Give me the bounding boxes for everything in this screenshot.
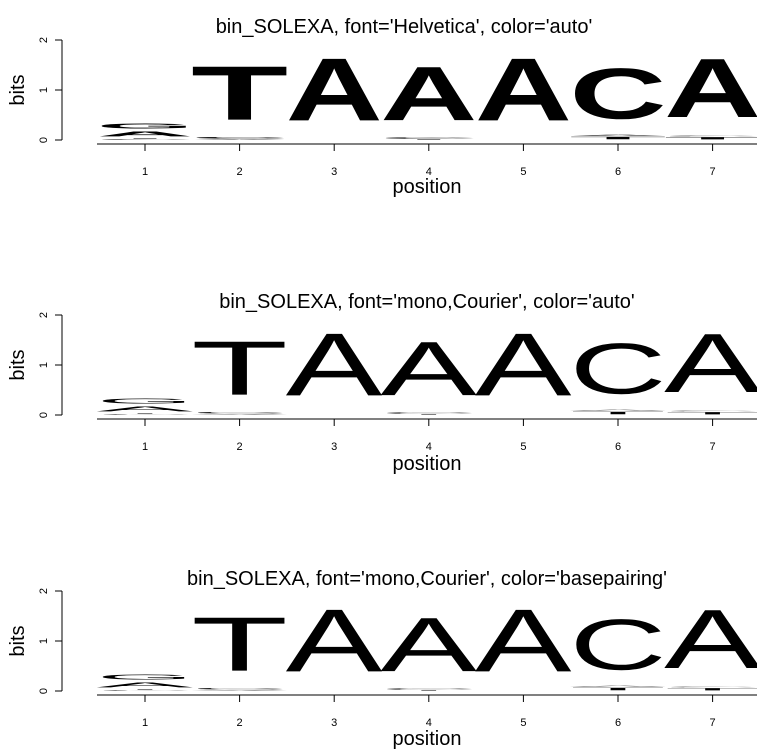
logo-letter-C: C bbox=[664, 687, 757, 688]
x-tick-label: 4 bbox=[426, 441, 432, 453]
x-tick-label: 1 bbox=[142, 166, 148, 178]
x-tick-label: 2 bbox=[237, 166, 243, 178]
logo-letter-C: C bbox=[97, 139, 194, 140]
logo-letter-A: A bbox=[570, 685, 668, 687]
logo-letter-A: A bbox=[97, 681, 194, 689]
logo-letter-C: C bbox=[191, 137, 288, 139]
x-tick-label: 7 bbox=[710, 166, 716, 178]
logo-letter-A: A bbox=[570, 409, 668, 411]
logo-letter-T: T bbox=[380, 414, 477, 415]
y-tick-label: 1 bbox=[38, 638, 50, 644]
y-tick-label: 0 bbox=[38, 137, 50, 143]
logo-letter-A: A bbox=[191, 139, 288, 140]
logo-letter-A: A bbox=[97, 405, 194, 413]
y-tick-label: 2 bbox=[38, 312, 50, 318]
logo-letter-T: T bbox=[664, 687, 757, 691]
logo-letter-C: C bbox=[191, 688, 288, 690]
logo-letter-A: A bbox=[664, 317, 757, 411]
logo-letter-A: A bbox=[475, 315, 572, 414]
x-tick-label: 1 bbox=[142, 441, 148, 453]
logo-letter-T: T bbox=[191, 326, 288, 412]
logo-letter-C: C bbox=[570, 53, 667, 134]
logo-letter-A: A bbox=[380, 51, 477, 137]
x-tick-label: 3 bbox=[331, 166, 337, 178]
logo-letter-C: C bbox=[664, 411, 757, 412]
logo-letter-A: A bbox=[97, 130, 194, 138]
x-tick-label: 6 bbox=[615, 717, 621, 729]
x-tick-label: 6 bbox=[615, 166, 621, 178]
logo-letter-A: A bbox=[380, 602, 477, 688]
logo-letter-A: A bbox=[286, 315, 383, 414]
y-axis-label: bits bbox=[7, 349, 29, 380]
logo-letter-C: C bbox=[570, 604, 667, 685]
logo-letter-G: G bbox=[97, 673, 194, 681]
x-tick-label: 2 bbox=[237, 441, 243, 453]
logo-panel-3: bin_SOLEXA, font='mono,Courier', color='… bbox=[7, 568, 757, 750]
logo-letter-G: G bbox=[97, 122, 194, 130]
panel-title: bin_SOLEXA, font='mono,Courier', color='… bbox=[219, 291, 635, 313]
logo-letter-C: C bbox=[664, 136, 757, 137]
logo-letter-T: T bbox=[570, 687, 667, 691]
logo-letter-A: A bbox=[664, 593, 757, 687]
x-tick-label: 4 bbox=[426, 717, 432, 729]
x-tick-label: 4 bbox=[426, 166, 432, 178]
logo-letter-G: G bbox=[97, 397, 194, 405]
logo-letter-A: A bbox=[286, 591, 383, 690]
logo-letter-C: C bbox=[380, 137, 477, 139]
logo-letter-T: T bbox=[191, 602, 288, 688]
logo-letter-T: T bbox=[97, 413, 194, 414]
y-tick-label: 2 bbox=[38, 588, 50, 594]
x-tick-label: 6 bbox=[615, 441, 621, 453]
x-tick-label: 7 bbox=[710, 441, 716, 453]
y-tick-label: 0 bbox=[38, 412, 50, 418]
x-tick-label: 7 bbox=[710, 717, 716, 729]
logo-letter-C: C bbox=[380, 412, 477, 414]
logo-letter-T: T bbox=[664, 136, 757, 140]
logo-letter-T: T bbox=[664, 411, 757, 415]
logo-letter-A: A bbox=[475, 41, 572, 140]
logo-letter-A: A bbox=[570, 135, 667, 136]
x-axis-label: position bbox=[393, 728, 462, 750]
panel-title: bin_SOLEXA, font='mono,Courier', color='… bbox=[187, 568, 667, 590]
logo-letter-C: C bbox=[570, 328, 667, 409]
y-axis-label: bits bbox=[7, 74, 29, 105]
logo-letter-A: A bbox=[664, 41, 757, 135]
x-tick-label: 3 bbox=[331, 717, 337, 729]
logo-letter-T: T bbox=[570, 136, 667, 140]
logo-letter-A: A bbox=[380, 326, 477, 412]
logo-letter-T: T bbox=[380, 690, 477, 691]
x-tick-label: 5 bbox=[520, 166, 526, 178]
logo-letter-A: A bbox=[286, 41, 383, 140]
logo-letter-T: T bbox=[380, 139, 477, 140]
y-tick-label: 0 bbox=[38, 688, 50, 694]
x-tick-label: 5 bbox=[520, 441, 526, 453]
y-tick-label: 1 bbox=[38, 87, 50, 93]
x-tick-label: 5 bbox=[520, 717, 526, 729]
logo-letter-C: C bbox=[97, 414, 194, 415]
y-axis-label: bits bbox=[7, 625, 29, 656]
x-tick-label: 1 bbox=[142, 717, 148, 729]
panel-title: bin_SOLEXA, font='Helvetica', color='aut… bbox=[216, 16, 593, 38]
logo-letter-C: C bbox=[191, 412, 288, 414]
logo-letter-A: A bbox=[475, 591, 572, 690]
logo-letter-C: C bbox=[380, 688, 477, 690]
x-tick-label: 2 bbox=[237, 717, 243, 729]
y-tick-label: 2 bbox=[38, 37, 50, 43]
x-tick-label: 3 bbox=[331, 441, 337, 453]
logo-letter-T: T bbox=[191, 51, 288, 137]
logo-letter-T: T bbox=[570, 411, 667, 415]
logo-letter-C: C bbox=[97, 690, 194, 691]
logo-letter-T: T bbox=[97, 138, 194, 139]
logo-letter-T: T bbox=[97, 689, 194, 690]
logo-panel-1: bin_SOLEXA, font='Helvetica', color='aut… bbox=[7, 16, 757, 198]
logo-panel-2: bin_SOLEXA, font='mono,Courier', color='… bbox=[7, 291, 757, 475]
logo-letter-A: A bbox=[191, 414, 289, 415]
x-axis-label: position bbox=[393, 453, 462, 475]
logo-letter-A: A bbox=[191, 690, 289, 691]
y-tick-label: 1 bbox=[38, 362, 50, 368]
x-axis-label: position bbox=[393, 176, 462, 198]
